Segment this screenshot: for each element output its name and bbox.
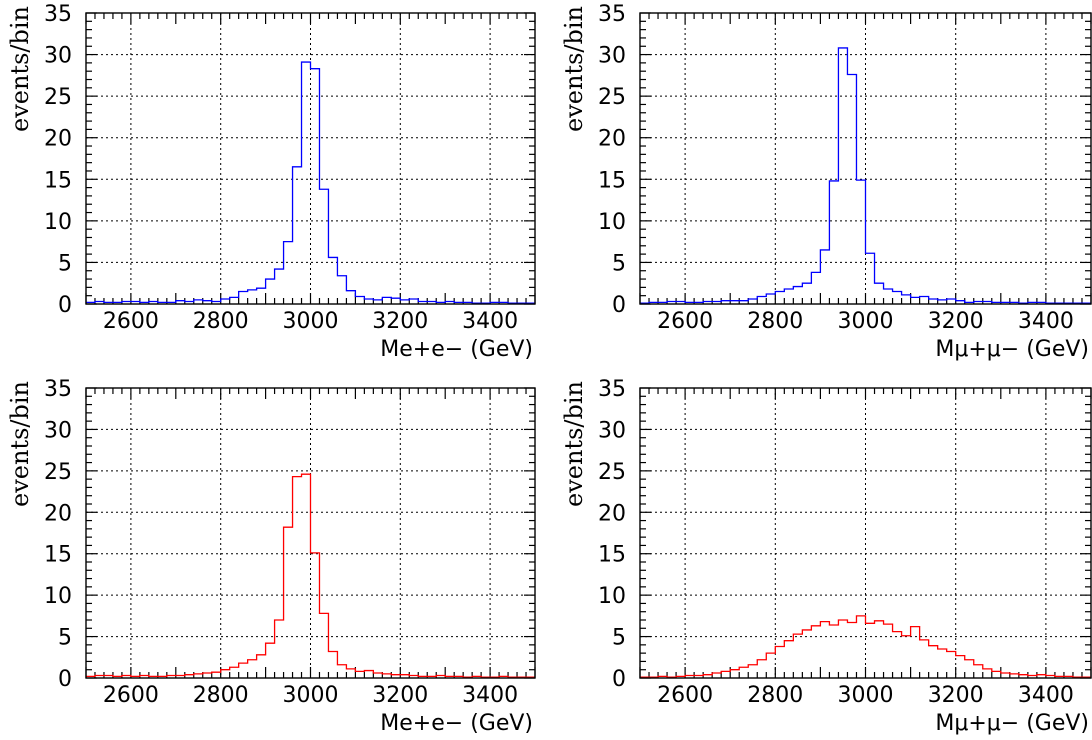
y-tick-label: 20 — [598, 501, 626, 526]
x-tick-label: 3000 — [283, 683, 339, 708]
x-tick-label: 3400 — [462, 309, 518, 334]
y-tick-label: 5 — [612, 626, 626, 651]
x-tick-label: 3400 — [1018, 309, 1074, 334]
y-tick-label: 0 — [58, 667, 72, 692]
y-tick-label: 35 — [44, 2, 72, 27]
y-tick-label: 20 — [598, 127, 626, 152]
x-axis-label: Me+e− (GeV) — [380, 711, 533, 736]
y-tick-label: 35 — [44, 377, 72, 402]
histogram-series — [86, 474, 535, 677]
x-tick-label: 2800 — [193, 309, 249, 334]
y-tick-label: 15 — [598, 543, 626, 568]
x-tick-label: 3000 — [283, 309, 339, 334]
x-axis-label: Mμ+μ− (GeV) — [935, 337, 1089, 362]
y-tick-label: 5 — [58, 626, 72, 651]
x-tick-label: 2800 — [747, 683, 803, 708]
x-tick-label: 3000 — [838, 309, 894, 334]
y-tick-label: 30 — [44, 418, 72, 443]
y-tick-label: 5 — [58, 251, 72, 276]
y-tick-label: 25 — [44, 460, 72, 485]
y-tick-label: 30 — [44, 44, 72, 69]
x-tick-label: 3400 — [462, 683, 518, 708]
y-axis-label: events/bin — [560, 381, 588, 507]
x-tick-label: 3200 — [928, 309, 984, 334]
x-tick-label: 3200 — [372, 309, 428, 334]
x-tick-label: 3400 — [1018, 683, 1074, 708]
x-tick-label: 2800 — [193, 683, 249, 708]
y-tick-label: 35 — [598, 2, 626, 27]
y-tick-label: 20 — [44, 127, 72, 152]
y-tick-label: 5 — [612, 251, 626, 276]
y-tick-label: 35 — [598, 377, 626, 402]
y-tick-label: 15 — [44, 543, 72, 568]
x-tick-label: 3200 — [372, 683, 428, 708]
x-tick-label: 3200 — [928, 683, 984, 708]
x-tick-label: 2800 — [747, 309, 803, 334]
x-tick-label: 2600 — [103, 309, 159, 334]
x-axis-label: Me+e− (GeV) — [380, 337, 533, 362]
y-tick-label: 10 — [44, 210, 72, 235]
y-tick-label: 0 — [58, 293, 72, 318]
y-axis-label: events/bin — [6, 381, 34, 507]
x-tick-label: 2600 — [103, 683, 159, 708]
y-tick-label: 25 — [44, 85, 72, 110]
y-tick-label: 10 — [44, 584, 72, 609]
panel-top-left: 2600 2800 3000 3200 3400 0 5 10 15 20 25 30 35 events… — [6, 2, 535, 362]
y-tick-label: 0 — [612, 293, 626, 318]
y-axis-label: events/bin — [6, 6, 34, 132]
y-tick-label: 30 — [598, 44, 626, 69]
y-tick-label: 25 — [598, 85, 626, 110]
x-tick-label: 2600 — [657, 683, 713, 708]
y-axis-label: events/bin — [560, 6, 588, 132]
x-axis-label: Mμ+μ− (GeV) — [935, 711, 1089, 736]
y-tick-label: 30 — [598, 418, 626, 443]
panel-bottom-right: 2600 2800 3000 3200 3400 0 5 10 15 20 25 30 35 events… — [560, 377, 1091, 736]
y-tick-label: 15 — [598, 168, 626, 193]
y-tick-label: 15 — [44, 168, 72, 193]
panel-bottom-left: 2600 2800 3000 3200 3400 0 5 10 15 20 25 30 35 events… — [6, 377, 535, 736]
x-tick-label: 3000 — [838, 683, 894, 708]
panel-top-right: 2600 2800 3000 3200 3400 0 5 10 15 20 25 30 35 events… — [560, 2, 1091, 362]
y-tick-label: 20 — [44, 501, 72, 526]
y-tick-label: 10 — [598, 584, 626, 609]
y-tick-label: 0 — [612, 667, 626, 692]
x-tick-label: 2600 — [657, 309, 713, 334]
y-tick-label: 10 — [598, 210, 626, 235]
y-tick-label: 25 — [598, 460, 626, 485]
